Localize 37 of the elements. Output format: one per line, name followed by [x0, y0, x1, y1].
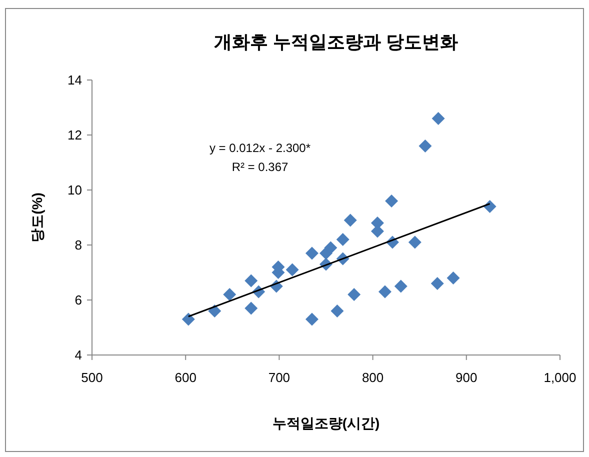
y-tick-label: 14: [68, 72, 82, 88]
point: [378, 285, 392, 298]
x-tick-label: 700: [268, 370, 290, 385]
x-tick-label: 800: [362, 370, 384, 385]
x-tick-label: 900: [456, 370, 478, 385]
chart-title: 개화후 누적일조량과 당도변화: [214, 32, 458, 52]
point: [432, 112, 445, 125]
x-axis-title: 누적일조량(시간): [272, 415, 380, 431]
annotation: y = 0.012x - 2.300*: [209, 141, 311, 155]
point: [336, 233, 350, 246]
annotation: R² = 0.367: [232, 160, 289, 174]
point: [223, 288, 236, 301]
y-tick-label: 12: [68, 128, 82, 142]
point: [394, 280, 408, 293]
point: [305, 246, 318, 260]
point: [385, 194, 398, 208]
point: [446, 272, 460, 284]
y-tick-label: 4: [74, 348, 82, 362]
point: [305, 312, 318, 326]
point: [408, 236, 422, 249]
y-tick-label: 10: [68, 182, 82, 198]
point: [348, 288, 361, 301]
x-tick-label: 600: [174, 370, 196, 385]
x-tick-label: 500: [81, 370, 103, 385]
point: [244, 274, 258, 288]
y-axis-title: 당도(%): [29, 192, 45, 242]
point: [418, 140, 432, 152]
point: [344, 214, 357, 227]
point: [324, 241, 338, 254]
point: [430, 277, 444, 290]
y-tick-label: 6: [74, 292, 82, 308]
y-tick-label: 8: [74, 238, 82, 252]
point: [182, 312, 195, 326]
point: [244, 302, 258, 315]
point: [330, 304, 344, 318]
point: [286, 263, 299, 276]
x-tick-label: 1,000: [544, 370, 576, 385]
